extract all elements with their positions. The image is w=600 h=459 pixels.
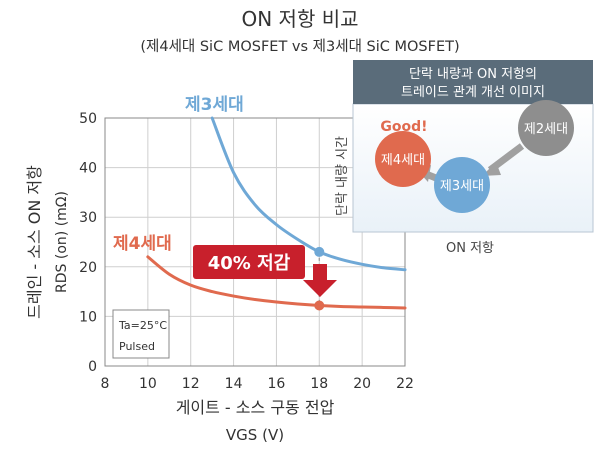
y-tick-label: 40 (79, 161, 97, 177)
series-line-gen4 (146, 255, 407, 310)
y-tick-label: 30 (79, 210, 97, 226)
inset-gen3-bubble (434, 157, 490, 213)
inset-x-axis-label: ON 저항 (446, 241, 494, 256)
inset-gen4-label: 제4세대 (381, 153, 425, 168)
plot-frame (104, 117, 406, 367)
chart-subtitle: (제4세대 SiC MOSFET vs 제3세대 SiC MOSFET) (140, 38, 459, 55)
inset-title-line2: 트레이드 관계 개선 이미지 (401, 85, 545, 100)
series-line-gen3 (210, 116, 407, 272)
y-tick-label: 50 (79, 111, 97, 127)
inset-gen2-bubble (518, 100, 574, 156)
y-tick-label: 10 (79, 309, 97, 325)
x-axis-label: 게이트 - 소스 구동 전압 (176, 398, 335, 417)
y-axis-label: 드레인 - 소스 ON 저항 (25, 165, 44, 319)
chart-title: ON 저항 비교 (241, 7, 358, 31)
marker-gen3 (314, 246, 325, 257)
x-tick-labels: 8 10 12 14 16 18 20 22 (101, 376, 414, 392)
x-tick-label: 16 (268, 376, 286, 392)
series-layer (146, 116, 407, 311)
y-axis-unit: RDS (on) (mΩ) (54, 191, 70, 293)
inset-y-axis-label: 단락 내량 시간 (335, 136, 350, 216)
x-tick-label: 10 (139, 376, 157, 392)
inset-gen4-bubble (375, 131, 431, 187)
y-tick-labels: 0 10 20 30 40 50 (79, 111, 97, 375)
series-label-gen3: 제3세대 (185, 95, 244, 115)
condition-temperature: Ta=25°C (118, 319, 167, 332)
inset-title-line1: 단락 내량과 ON 저항의 (409, 67, 537, 82)
x-tick-label: 20 (353, 376, 371, 392)
condition-box (112, 309, 170, 359)
inset-gen2-label: 제2세대 (524, 122, 568, 137)
condition-pulsed: Pulsed (119, 340, 155, 353)
marker-gen4 (314, 300, 325, 311)
x-tick-label: 22 (396, 376, 414, 392)
inset-gen3-label: 제3세대 (440, 179, 484, 194)
reduction-callout-box (193, 245, 305, 279)
x-axis-unit: VGS (V) (226, 426, 284, 444)
x-tick-label: 14 (225, 376, 243, 392)
series-label-gen4: 제4세대 (113, 234, 172, 254)
y-tick-label: 20 (79, 260, 97, 276)
x-tick-label: 18 (310, 376, 328, 392)
tradeoff-inset: 단락 내량과 ON 저항의 트레이드 관계 개선 이미지 단락 내량 시간 ON… (335, 60, 594, 256)
inset-good-label: Good! (380, 119, 427, 135)
reduction-callout-text: 40% 저감 (208, 253, 291, 274)
x-tick-label: 8 (101, 376, 110, 392)
x-tick-label: 12 (182, 376, 200, 392)
down-arrow-icon (303, 264, 337, 297)
inset-header (353, 60, 593, 104)
y-tick-label: 0 (88, 359, 97, 375)
